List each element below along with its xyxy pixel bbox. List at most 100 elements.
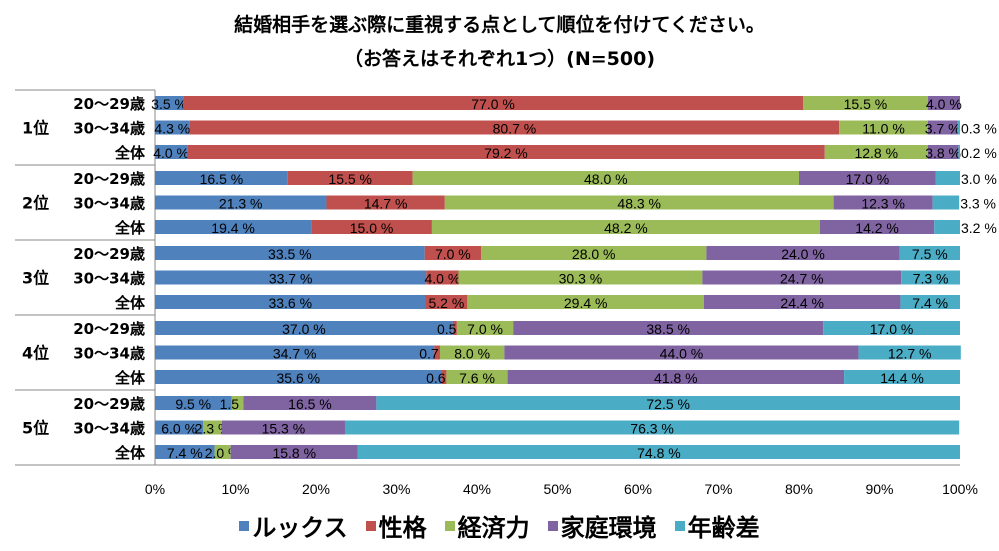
data-label: 16.5 % <box>200 171 244 187</box>
age-row-label: 20～29歳 <box>73 170 145 188</box>
bar-segment <box>444 195 834 210</box>
data-label: 14.7 % <box>364 196 408 212</box>
bar-segment <box>927 96 960 110</box>
bar-segment <box>957 120 960 135</box>
bar-segment <box>467 295 705 309</box>
data-label: 17.0 % <box>846 171 890 187</box>
bar-segment <box>155 220 312 234</box>
bar-segment <box>839 120 928 135</box>
bar-segment <box>221 420 345 435</box>
bar-segment <box>819 220 935 234</box>
age-row-label: 30～34歳 <box>73 120 145 138</box>
bar-segment <box>425 295 468 309</box>
bar-segment <box>155 295 426 309</box>
data-label: 16.5 % <box>288 396 332 412</box>
data-label: 41.8 % <box>654 370 698 386</box>
data-label: 33.5 % <box>268 246 312 262</box>
bar-segment <box>412 171 799 185</box>
bar-segment <box>155 270 427 285</box>
x-tick-label: 100% <box>942 481 978 497</box>
data-label: 3.0 % <box>961 171 997 187</box>
bar-segment <box>434 345 440 360</box>
legend-label: 性格 <box>378 514 427 542</box>
data-label: 15.5 % <box>328 171 372 187</box>
legend-swatch <box>365 520 376 531</box>
rank-group-label: 3位 <box>22 269 49 288</box>
bar-segment <box>824 145 928 159</box>
bar-segment <box>458 270 703 285</box>
legend-label: 年齢差 <box>687 514 760 542</box>
data-label: 29.4 % <box>564 295 608 311</box>
data-label: 5.2 % <box>429 295 465 311</box>
bar-segment <box>155 345 435 360</box>
data-label: 77.0 % <box>471 96 515 112</box>
bar-segment <box>452 321 457 335</box>
rank-group-label: 1位 <box>22 119 49 138</box>
age-row-label: 全体 <box>114 444 146 462</box>
x-tick-label: 40% <box>463 481 491 497</box>
data-label: 80.7 % <box>493 121 537 137</box>
data-label: 15.5 % <box>844 96 888 112</box>
data-label: 12.3 % <box>861 196 905 212</box>
legend-item-age-gap: 年齢差 <box>674 508 760 543</box>
chart-title: 結婚相手を選ぶ際に重視する点として順位を付けてください。 <box>234 14 765 36</box>
data-label: 3.5 % <box>151 96 187 112</box>
age-row-label: 20～29歳 <box>73 320 145 338</box>
age-row-label: 全体 <box>114 369 146 387</box>
data-label: 3.8 % <box>925 145 961 161</box>
legend-item-family-environment: 家庭環境 <box>547 508 657 543</box>
data-label: 2.3 % <box>195 421 231 437</box>
bar-segment <box>230 445 358 459</box>
data-label: 3.7 % <box>925 121 961 137</box>
bar-segment <box>155 96 184 110</box>
data-label: 44.0 % <box>660 346 704 362</box>
data-label: 11.0 % <box>862 121 905 137</box>
bar-segment <box>376 396 960 410</box>
bar-segment <box>706 246 900 260</box>
bar-segment <box>357 445 960 459</box>
bar-segment <box>927 145 959 159</box>
data-label: 12.7 % <box>888 346 932 362</box>
data-label: 28.0 % <box>572 246 616 262</box>
data-label: 4.0 % <box>926 96 962 112</box>
data-label: 48.0 % <box>584 171 628 187</box>
bar-segment <box>155 246 425 260</box>
data-label: 38.5 % <box>646 321 690 337</box>
data-label: 14.4 % <box>880 370 924 386</box>
data-label: 6.0 % <box>161 421 197 437</box>
data-label: 15.3 % <box>262 421 306 437</box>
x-tick-label: 70% <box>704 481 732 497</box>
data-label: 4.0 % <box>424 271 460 287</box>
data-label: 0.2 % <box>961 145 997 161</box>
data-label: 17.0 % <box>870 321 914 337</box>
bar-segment <box>934 220 960 234</box>
bar-segment <box>704 295 901 309</box>
data-label: 21.3 % <box>219 196 263 212</box>
data-label: 19.4 % <box>211 220 255 236</box>
x-tick-label: 10% <box>221 481 249 497</box>
bar-segment <box>844 370 960 384</box>
data-label: 33.6 % <box>268 295 312 311</box>
bar-segment <box>702 270 902 285</box>
bar-segment <box>439 345 505 360</box>
age-row-label: 30～34歳 <box>73 270 145 288</box>
bar-segment <box>481 246 707 260</box>
bar-segment <box>155 321 453 335</box>
bar-segment <box>504 345 859 360</box>
x-tick-label: 20% <box>302 481 330 497</box>
data-label: 4.3 % <box>154 121 190 137</box>
data-label: 24.0 % <box>781 246 825 262</box>
age-row-label: 20～29歳 <box>73 245 145 263</box>
data-label: 7.0 % <box>467 321 503 337</box>
legend-item-economic-power: 経済力 <box>444 508 530 543</box>
bar-segment <box>155 195 327 210</box>
legend-label: ルックス <box>252 514 348 542</box>
age-row-label: 30～34歳 <box>73 195 145 213</box>
age-row-label: 全体 <box>114 144 146 162</box>
bar-segment <box>187 145 825 159</box>
data-label: 7.5 % <box>912 246 948 262</box>
bar-segment <box>183 96 804 110</box>
bar-segment <box>155 145 188 159</box>
bar-segment <box>155 120 190 135</box>
data-label: 79.2 % <box>484 145 528 161</box>
